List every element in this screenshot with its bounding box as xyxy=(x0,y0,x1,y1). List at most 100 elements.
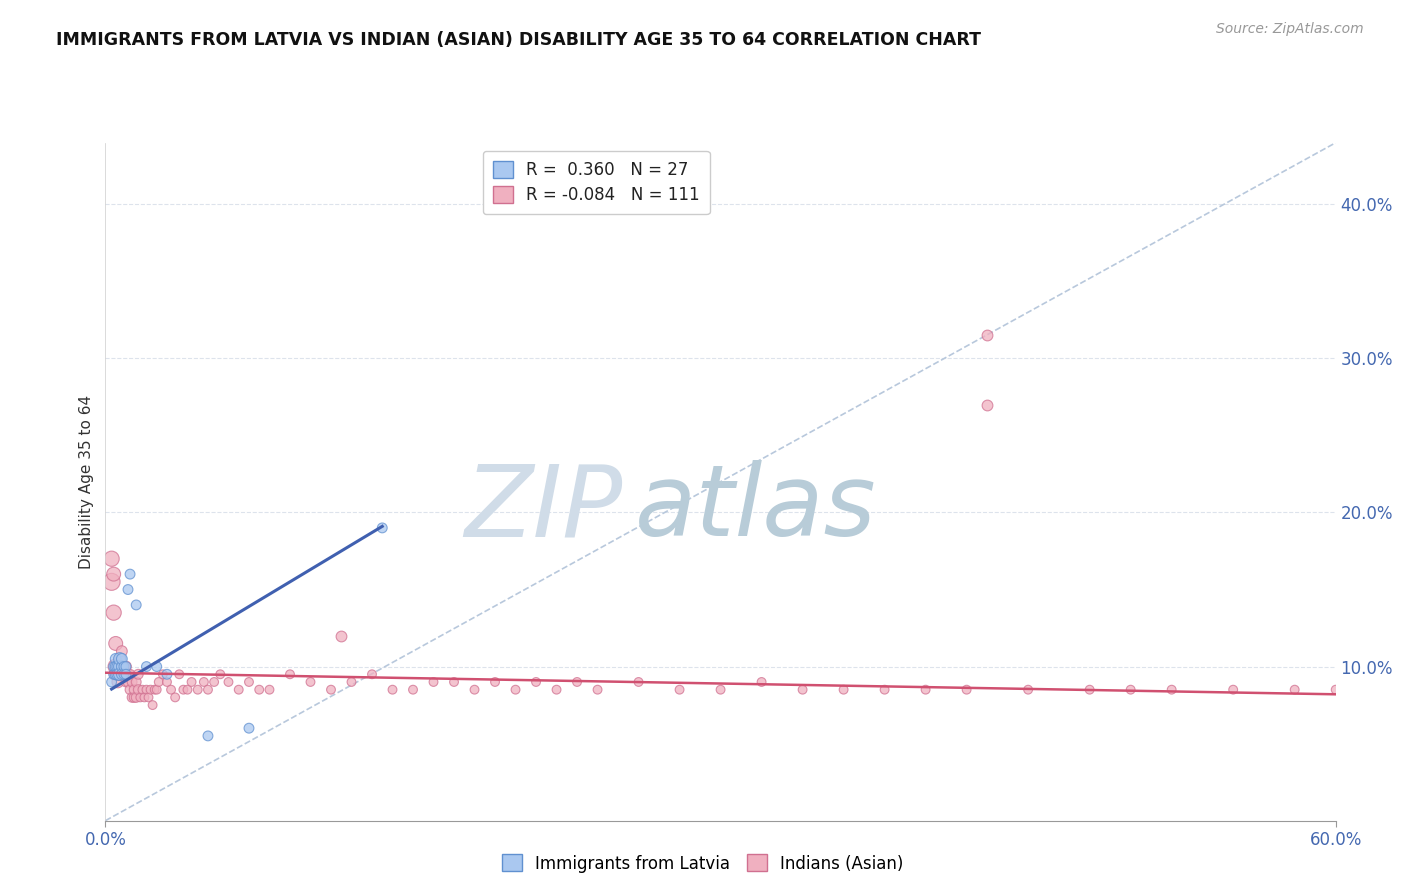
Point xyxy=(710,682,733,697)
Point xyxy=(330,629,353,643)
Point xyxy=(107,659,129,673)
Point xyxy=(202,675,225,690)
Point xyxy=(751,675,773,690)
Point xyxy=(115,659,138,673)
Point xyxy=(108,659,131,673)
Point xyxy=(108,667,131,681)
Point xyxy=(117,582,139,597)
Point xyxy=(197,682,219,697)
Point xyxy=(145,659,167,673)
Point xyxy=(122,690,145,705)
Point xyxy=(104,667,127,681)
Text: atlas: atlas xyxy=(634,460,876,558)
Point xyxy=(218,675,240,690)
Point xyxy=(135,659,157,673)
Point xyxy=(156,675,179,690)
Point xyxy=(112,667,135,681)
Point xyxy=(402,682,425,697)
Point xyxy=(104,652,127,666)
Point xyxy=(125,690,148,705)
Point xyxy=(108,659,131,673)
Point xyxy=(565,675,588,690)
Point xyxy=(142,698,165,712)
Point xyxy=(160,682,183,697)
Point xyxy=(1160,682,1182,697)
Point xyxy=(111,644,134,658)
Point xyxy=(180,675,202,690)
Point xyxy=(115,659,138,673)
Point xyxy=(546,682,568,697)
Point xyxy=(914,682,936,697)
Point xyxy=(107,667,129,681)
Point xyxy=(209,667,232,681)
Point xyxy=(111,667,134,681)
Text: ZIP: ZIP xyxy=(464,460,621,558)
Point xyxy=(443,675,465,690)
Point xyxy=(956,682,979,697)
Point xyxy=(104,659,127,673)
Point xyxy=(111,659,134,673)
Point xyxy=(103,659,125,673)
Point xyxy=(125,675,148,690)
Text: IMMIGRANTS FROM LATVIA VS INDIAN (ASIAN) DISABILITY AGE 35 TO 64 CORRELATION CHA: IMMIGRANTS FROM LATVIA VS INDIAN (ASIAN)… xyxy=(56,31,981,49)
Point xyxy=(112,659,135,673)
Point xyxy=(484,675,506,690)
Point xyxy=(135,682,157,697)
Point xyxy=(1284,682,1306,697)
Point xyxy=(278,667,301,681)
Point xyxy=(117,675,139,690)
Point xyxy=(176,682,198,697)
Point xyxy=(1078,682,1101,697)
Point xyxy=(100,574,122,589)
Point xyxy=(120,567,141,582)
Point xyxy=(627,675,650,690)
Point xyxy=(524,675,547,690)
Point xyxy=(187,682,209,697)
Point xyxy=(172,682,194,697)
Point xyxy=(156,667,179,681)
Point xyxy=(259,682,281,697)
Point xyxy=(104,667,127,681)
Point xyxy=(117,667,139,681)
Point xyxy=(112,667,135,681)
Point xyxy=(131,682,153,697)
Point xyxy=(108,652,131,666)
Point xyxy=(197,729,219,743)
Point xyxy=(127,682,149,697)
Point xyxy=(104,659,127,673)
Point xyxy=(299,675,322,690)
Point xyxy=(115,675,138,690)
Point xyxy=(134,690,156,705)
Point xyxy=(125,598,148,612)
Point xyxy=(120,682,141,697)
Point xyxy=(122,682,145,697)
Point xyxy=(505,682,527,697)
Point xyxy=(422,675,444,690)
Point xyxy=(238,721,260,735)
Point xyxy=(108,667,131,681)
Point xyxy=(832,682,855,697)
Point xyxy=(247,682,270,697)
Point xyxy=(115,667,138,681)
Point xyxy=(111,659,134,673)
Point xyxy=(107,659,129,673)
Point xyxy=(139,682,162,697)
Point xyxy=(238,675,260,690)
Point xyxy=(371,521,394,535)
Point xyxy=(143,682,166,697)
Point xyxy=(169,667,191,681)
Point xyxy=(104,636,127,650)
Point xyxy=(792,682,814,697)
Point xyxy=(111,667,134,681)
Point xyxy=(1222,682,1244,697)
Point xyxy=(1017,682,1039,697)
Point xyxy=(228,682,250,697)
Point xyxy=(464,682,486,697)
Point xyxy=(165,690,187,705)
Point xyxy=(340,675,363,690)
Point xyxy=(138,690,160,705)
Point xyxy=(193,675,215,690)
Point xyxy=(100,551,122,566)
Point xyxy=(127,667,149,681)
Point xyxy=(976,328,998,343)
